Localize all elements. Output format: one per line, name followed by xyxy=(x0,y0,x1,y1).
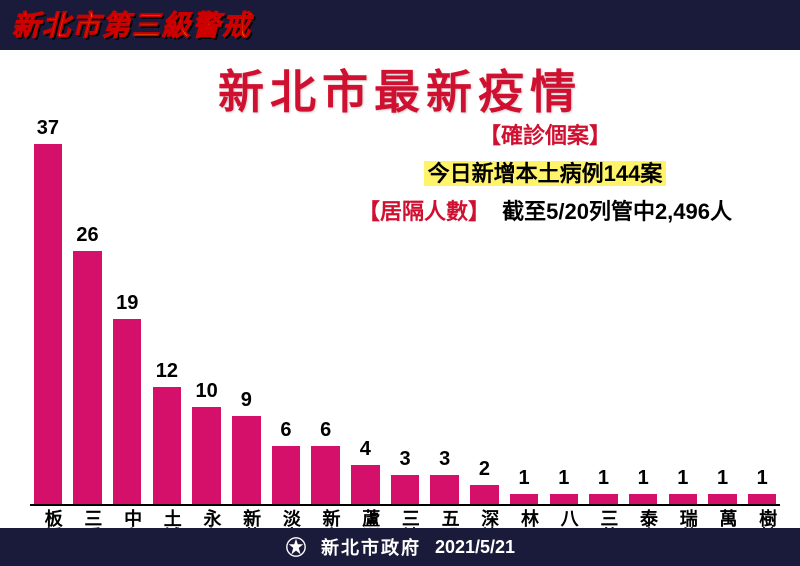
bar xyxy=(73,251,102,504)
bar-col: 4 xyxy=(348,110,384,504)
bar-col: 1 xyxy=(744,110,780,504)
bar xyxy=(232,416,261,504)
bar-col: 9 xyxy=(228,110,264,504)
bar xyxy=(708,494,737,504)
bar-value: 1 xyxy=(519,467,530,490)
bar-value: 6 xyxy=(280,419,291,442)
bar xyxy=(550,494,579,504)
bar-value: 3 xyxy=(399,448,410,471)
bar-value: 1 xyxy=(757,467,768,490)
bar-col: 10 xyxy=(189,110,225,504)
bar xyxy=(629,494,658,504)
bar-col: 1 xyxy=(586,110,622,504)
bar-col: 1 xyxy=(625,110,661,504)
bar-value: 26 xyxy=(76,224,98,247)
bar-value: 19 xyxy=(116,292,138,315)
bar-col: 1 xyxy=(705,110,741,504)
bar-col: 6 xyxy=(268,110,304,504)
bar-col: 1 xyxy=(506,110,542,504)
bar-value: 37 xyxy=(37,117,59,140)
bar xyxy=(510,494,539,504)
bar xyxy=(113,319,142,504)
bar-col: 1 xyxy=(546,110,582,504)
bar xyxy=(272,446,301,504)
bar-value: 10 xyxy=(195,380,217,403)
bar-col: 19 xyxy=(109,110,145,504)
bar-col: 3 xyxy=(387,110,423,504)
bar xyxy=(430,475,459,504)
bar-col: 1 xyxy=(665,110,701,504)
footer: 新北市政府 2021/5/21 xyxy=(0,528,800,566)
bar xyxy=(470,485,499,504)
bar xyxy=(589,494,618,504)
bar-col: 3 xyxy=(427,110,463,504)
bar xyxy=(192,407,221,504)
bar-value: 2 xyxy=(479,458,490,481)
bar-value: 1 xyxy=(638,467,649,490)
bar-col: 12 xyxy=(149,110,185,504)
bar-col: 37 xyxy=(30,110,66,504)
bar xyxy=(391,475,420,504)
alert-header-text: 新北市第三級警戒 xyxy=(12,10,252,41)
bar-value: 4 xyxy=(360,438,371,461)
bar xyxy=(748,494,777,504)
bar-value: 9 xyxy=(241,389,252,412)
bar-value: 6 xyxy=(320,419,331,442)
footer-date: 2021/5/21 xyxy=(435,537,515,558)
footer-org: 新北市政府 xyxy=(321,534,421,560)
bar-chart: 37 26 19 12 10 9 6 6 4 3 3 2 1 1 1 1 1 1 1 xyxy=(30,110,780,506)
bar-value: 1 xyxy=(598,467,609,490)
bar-col: 6 xyxy=(308,110,344,504)
bar xyxy=(311,446,340,504)
bar-value: 1 xyxy=(717,467,728,490)
bar xyxy=(153,387,182,504)
bar-col: 26 xyxy=(70,110,106,504)
bar-value: 3 xyxy=(439,448,450,471)
bar xyxy=(351,465,380,504)
bar xyxy=(34,144,63,504)
bar-value: 1 xyxy=(558,467,569,490)
bar-col: 2 xyxy=(467,110,503,504)
gov-logo-icon xyxy=(285,536,307,558)
bar xyxy=(669,494,698,504)
alert-header: 新北市第三級警戒 xyxy=(0,0,800,50)
bar-value: 1 xyxy=(677,467,688,490)
bar-value: 12 xyxy=(156,360,178,383)
